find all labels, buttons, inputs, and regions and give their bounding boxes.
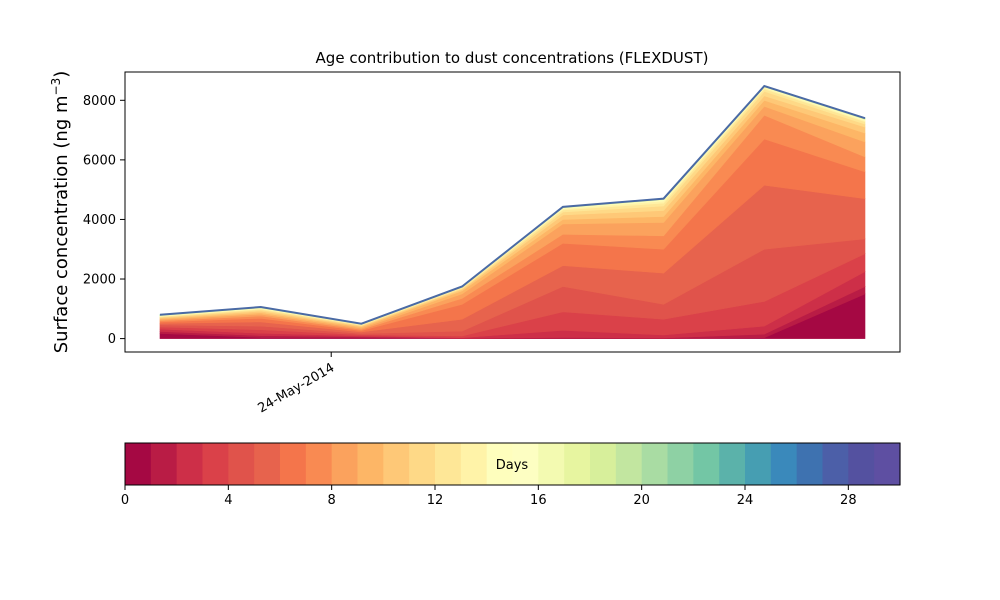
colorbar-cell-24 xyxy=(745,443,772,485)
colorbar-cell-8 xyxy=(331,443,359,485)
colorbar-cell-7 xyxy=(305,443,333,485)
colorbar-cell-10 xyxy=(383,443,410,485)
total-line-group xyxy=(159,84,866,325)
colorbar-cell-2 xyxy=(176,443,204,485)
colorbar-cell-9 xyxy=(357,443,384,485)
y-tick-label: 6000 xyxy=(83,153,116,168)
colorbar-cells xyxy=(125,443,901,485)
colorbar-cell-28 xyxy=(848,443,875,485)
colorbar-tick-label: 24 xyxy=(737,493,754,508)
y-axis-label-main: Surface concentration (ng m xyxy=(51,95,72,353)
y-axis-label: Surface concentration (ng m−3) xyxy=(49,71,72,354)
colorbar-tick-label: 8 xyxy=(328,493,336,508)
x-tick-label: 24-May-2014 xyxy=(256,360,338,416)
plot-area xyxy=(124,71,901,353)
total-line xyxy=(159,84,866,325)
stacked-bands xyxy=(159,85,866,339)
y-tick-label: 8000 xyxy=(83,94,116,109)
colorbar-cell-25 xyxy=(770,443,798,485)
colorbar-tick-label: 28 xyxy=(840,493,857,508)
colorbar-cell-21 xyxy=(667,443,694,485)
colorbar-cell-0 xyxy=(125,443,152,485)
colorbar-cell-18 xyxy=(590,443,617,485)
colorbar-cell-16 xyxy=(538,443,565,485)
colorbar-frame xyxy=(124,442,901,486)
colorbar-cell-27 xyxy=(822,443,849,485)
y-tick-label: 2000 xyxy=(83,273,116,288)
y-axis-label-exponent: −3 xyxy=(49,78,63,96)
y-axis-label-close: ) xyxy=(51,71,72,78)
colorbar-cell-6 xyxy=(280,443,307,485)
x-axis: 24-May-2014 xyxy=(256,352,338,416)
y-axis: 0 2000 4000 6000 8000 xyxy=(83,94,125,347)
colorbar: Days 0 4 8 12 16 20 24 28 xyxy=(121,442,901,508)
chart-title: Age contribution to dust concentrations … xyxy=(316,49,709,67)
colorbar-cell-5 xyxy=(254,443,281,485)
colorbar-ticks: 0 4 8 12 16 20 24 28 xyxy=(121,485,857,508)
colorbar-cell-29 xyxy=(874,443,901,485)
y-tick-label: 0 xyxy=(108,332,116,347)
colorbar-tick-label: 16 xyxy=(530,493,547,508)
colorbar-cell-23 xyxy=(719,443,746,485)
colorbar-tick-label: 0 xyxy=(121,493,129,508)
colorbar-cell-26 xyxy=(796,443,824,485)
colorbar-label: Days xyxy=(496,458,529,473)
plot-frame xyxy=(124,71,901,353)
colorbar-cell-1 xyxy=(150,443,178,485)
colorbar-cell-4 xyxy=(228,443,255,485)
colorbar-cell-12 xyxy=(435,443,462,485)
colorbar-tick-label: 4 xyxy=(224,493,232,508)
colorbar-cell-14 xyxy=(486,443,514,485)
colorbar-cell-20 xyxy=(641,443,669,485)
y-tick-label: 4000 xyxy=(83,213,116,228)
colorbar-cell-19 xyxy=(615,443,643,485)
colorbar-tick-label: 12 xyxy=(427,493,444,508)
colorbar-cell-11 xyxy=(409,443,436,485)
colorbar-tick-label: 20 xyxy=(633,493,650,508)
colorbar-cell-15 xyxy=(512,443,539,485)
colorbar-cell-22 xyxy=(693,443,720,485)
colorbar-cell-3 xyxy=(202,443,229,485)
colorbar-cell-17 xyxy=(564,443,591,485)
colorbar-cell-13 xyxy=(460,443,488,485)
